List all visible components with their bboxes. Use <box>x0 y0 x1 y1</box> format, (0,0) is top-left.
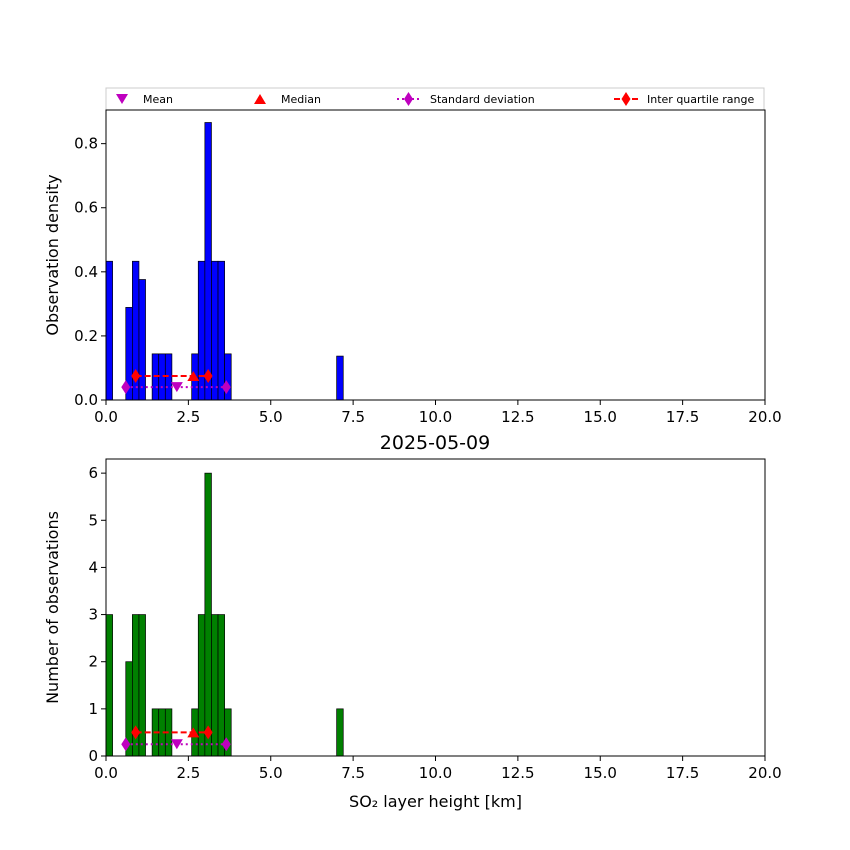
density-bar-14 <box>336 355 344 401</box>
density-xtick-label-3: 7.5 <box>341 408 365 426</box>
density-median-marker <box>187 370 200 381</box>
legend-iqr-marker <box>621 92 631 106</box>
legend-iqr-label: Inter quartile range <box>647 93 754 106</box>
density-iqr-marker-1 <box>203 368 213 383</box>
density-xtick-label-7: 17.5 <box>666 408 699 426</box>
density-xtick-label-6: 15.0 <box>584 408 617 426</box>
count-xtick-label-4: 10.0 <box>419 764 452 782</box>
count-ytick-label-3: 3 <box>88 606 98 624</box>
density-bar-0 <box>105 260 113 401</box>
density-xtick-label-4: 10.0 <box>419 408 452 426</box>
count-ylabel: Number of observations <box>43 511 62 704</box>
density-xtick-label-8: 20.0 <box>748 408 781 426</box>
legend-std-marker <box>404 92 413 106</box>
count-histogram-panel: 0.0 2.5 5.0 7.5 10.0 12.5 15.0 17.5 20.0 0 1 2 3 4 5 6 N… <box>43 458 782 811</box>
count-std-marker-0 <box>121 737 131 752</box>
count-xtick-label-3: 7.5 <box>341 764 365 782</box>
count-xtick-label-1: 2.5 <box>176 764 200 782</box>
legend-median-marker <box>254 94 266 104</box>
count-xlabel: SO₂ layer height [km] <box>349 792 522 811</box>
density-mean-marker <box>170 382 183 393</box>
count-xtick-label-6: 15.0 <box>584 764 617 782</box>
count-bar-14 <box>336 708 344 757</box>
count-xtick-label-2: 5.0 <box>259 764 283 782</box>
density-xtick-label-2: 5.0 <box>259 408 283 426</box>
density-iqr-marker-0 <box>131 368 141 383</box>
count-ytick-label-4: 4 <box>88 558 98 576</box>
count-xtick-label-5: 12.5 <box>501 764 534 782</box>
count-ytick-label-0: 0 <box>88 747 98 765</box>
density-ytick-label-2: 0.4 <box>74 263 98 281</box>
density-bar-10 <box>204 122 212 401</box>
count-bar-10 <box>204 472 212 757</box>
count-bar-9 <box>197 614 206 757</box>
count-ytick-label-6: 6 <box>88 464 98 482</box>
density-xtick-label-1: 2.5 <box>176 408 200 426</box>
density-bar-11 <box>211 260 219 401</box>
figure-title: 2025-05-09 <box>380 432 490 454</box>
density-bar-9 <box>197 260 206 401</box>
count-mean-marker <box>170 739 183 750</box>
count-bar-12 <box>217 614 225 757</box>
count-median-marker <box>187 727 200 738</box>
count-ytick-label-5: 5 <box>88 511 98 529</box>
count-ytick-label-1: 1 <box>88 700 98 718</box>
count-ytick-label-2: 2 <box>88 653 98 671</box>
density-ytick-label-0: 0.0 <box>74 391 98 409</box>
density-std-marker-1 <box>221 380 231 395</box>
count-bar-4 <box>138 614 146 757</box>
density-ytick-label-3: 0.6 <box>74 199 98 217</box>
legend-median-label: Median <box>281 93 321 106</box>
count-iqr-marker-1 <box>203 725 213 740</box>
count-bar-11 <box>211 614 219 757</box>
count-xtick-label-7: 17.5 <box>666 764 699 782</box>
density-ytick-label-1: 0.2 <box>74 327 98 345</box>
density-std-marker-0 <box>121 380 131 395</box>
density-bar-4 <box>138 279 146 401</box>
count-xtick-label-0: 0.0 <box>94 764 118 782</box>
legend-std-label: Standard deviation <box>430 93 535 106</box>
density-bar-12 <box>217 260 225 401</box>
legend-mean-marker <box>116 94 128 104</box>
density-ytick-label-4: 0.8 <box>74 135 98 153</box>
density-xtick-label-0: 0.0 <box>94 408 118 426</box>
count-xtick-label-8: 20.0 <box>748 764 781 782</box>
legend-mean-label: Mean <box>143 93 173 106</box>
legend: Mean Median Standard deviation Inter qua… <box>105 87 765 111</box>
density-xtick-label-5: 12.5 <box>501 408 534 426</box>
count-bar-0 <box>105 614 113 757</box>
density-histogram-panel: 0.0 2.5 5.0 7.5 10.0 12.5 15.0 17.5 20.0 0.0 0.2 0.… <box>43 109 782 426</box>
count-iqr-marker-0 <box>131 725 141 740</box>
count-std-marker-1 <box>221 737 231 752</box>
density-ylabel: Observation density <box>43 174 62 335</box>
